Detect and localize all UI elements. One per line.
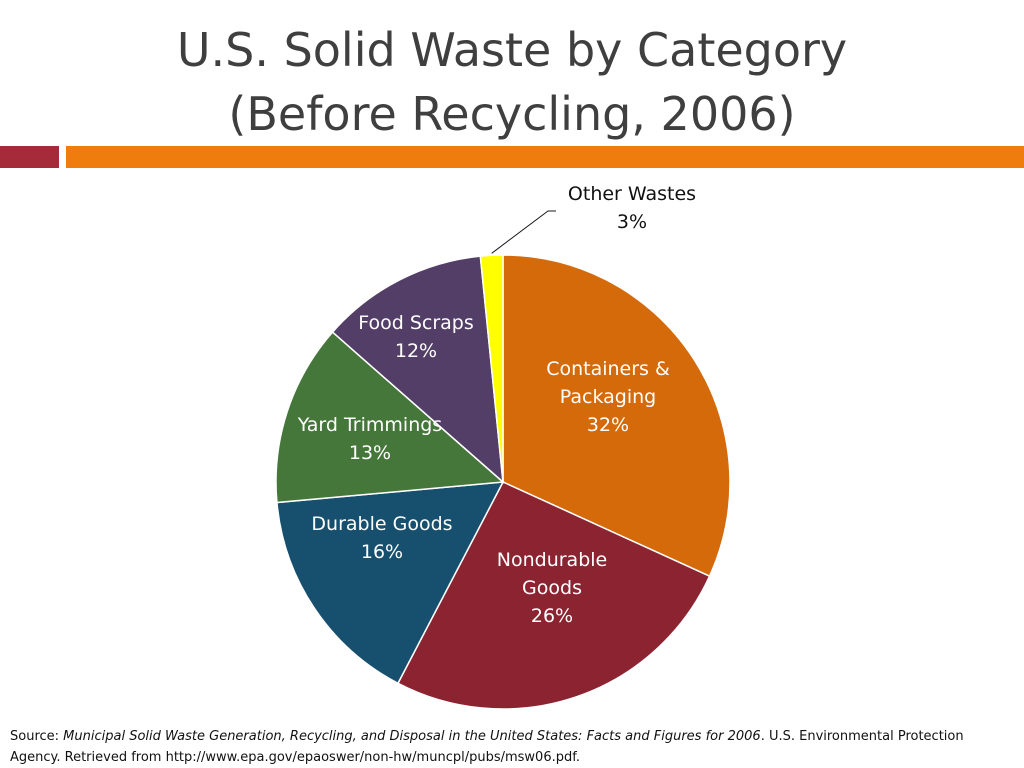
source-suffix: . U.S. Environmental Protection Agency. … <box>10 729 964 765</box>
source-citation: Source: Municipal Solid Waste Generation… <box>10 726 1010 768</box>
slice-category-label: Other Wastes <box>568 183 696 205</box>
source-prefix: Source: <box>10 729 64 744</box>
title-line-1: U.S. Solid Waste by Category <box>176 23 848 77</box>
pie-slice-durable-goods <box>276 481 505 685</box>
slice-percent-label: 26% <box>531 605 573 627</box>
leader-line <box>491 210 556 254</box>
slice-percent-label: 32% <box>587 414 629 436</box>
accent-bar-left <box>0 146 59 168</box>
pie-labels: Containers & Packaging 32% Nondurable Goods 2… <box>297 183 696 627</box>
pie-slice-containers-packaging <box>502 254 731 578</box>
pie-slice-food-scraps <box>331 255 504 484</box>
slice-percent-label: 16% <box>361 541 403 563</box>
slice-percent-label: 3% <box>617 211 647 233</box>
slice-category-label: Yard Trimmings <box>297 414 442 436</box>
slide-title: U.S. Solid Waste by Category (Before Rec… <box>0 18 1024 146</box>
source-title: Municipal Solid Waste Generation, Recycl… <box>63 729 761 744</box>
slice-category-label: Durable Goods <box>311 513 452 535</box>
slice-category-label: Nondurable <box>497 549 607 571</box>
slice-percent-label: 13% <box>349 442 391 464</box>
slice-category-label: Goods <box>522 577 582 599</box>
pie-slice-yard-trimmings <box>275 331 505 504</box>
slice-category-label: Packaging <box>560 386 656 408</box>
accent-bar-right <box>66 146 1024 168</box>
slice-category-label: Containers & <box>546 358 670 380</box>
pie-slice-nondurable-goods <box>396 481 711 710</box>
slice-percent-label: 12% <box>395 340 437 362</box>
pie-slice-other-wastes <box>479 254 504 483</box>
pie-slices <box>275 254 731 710</box>
slice-category-label: Food Scraps <box>358 312 474 334</box>
title-line-2: (Before Recycling, 2006) <box>228 87 796 141</box>
